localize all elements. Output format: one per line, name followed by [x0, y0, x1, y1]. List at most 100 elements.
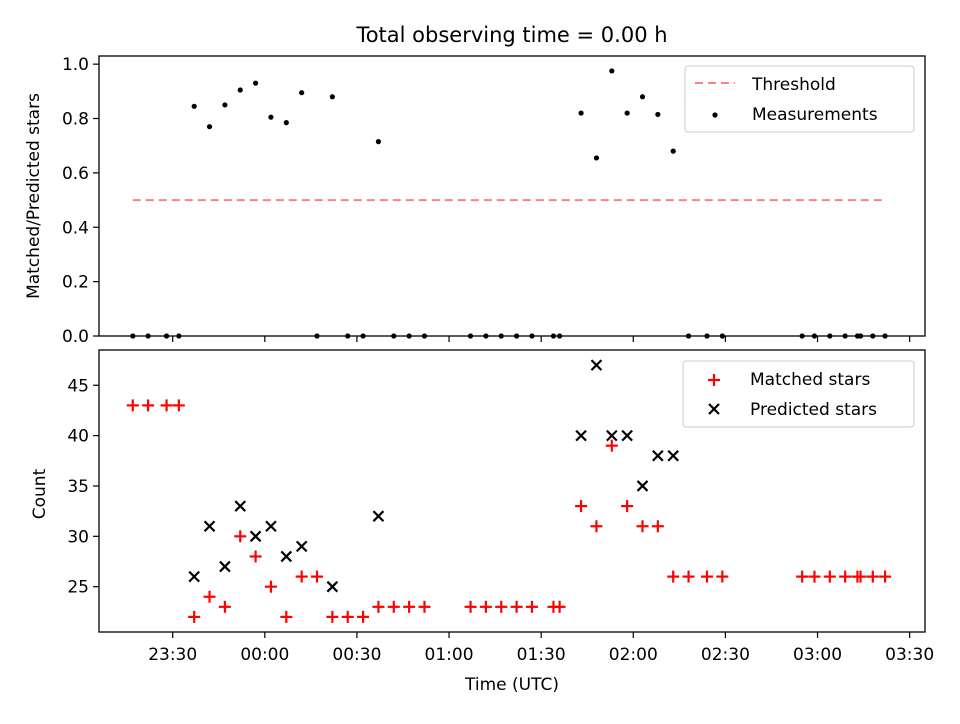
measurement-point: [345, 333, 351, 339]
matched-star-point: [879, 570, 892, 583]
measurement-point: [811, 333, 818, 339]
matched-star-point: [495, 600, 508, 613]
matched-star-point: [387, 600, 400, 613]
legend-predicted-swatch: [708, 403, 720, 415]
bottom-y-ticks: 25 30 35 40 45: [67, 376, 99, 598]
top-x-ticks: [172, 336, 911, 342]
matched-star-point: [636, 520, 649, 533]
count-points: [126, 359, 892, 623]
legend-matched-label: Matched stars: [750, 370, 870, 390]
measurement-point: [870, 333, 876, 339]
measurement-point: [639, 94, 646, 100]
predicted-star-point: [295, 540, 308, 553]
measurement-point: [206, 124, 213, 130]
matched-star-point: [218, 600, 231, 613]
bottom-x-tick-label: 01:00: [425, 645, 474, 665]
top-y-tick-label: 0.6: [62, 164, 89, 184]
top-panel: Matched/Predicted stars 0.0 0.2 0.4 0.6 0.8 1…: [24, 55, 926, 347]
measurement-point: [593, 155, 600, 161]
matched-star-point: [172, 399, 185, 412]
measurement-point: [283, 120, 289, 126]
bottom-x-ticks: 23:30 00:00 00:30 01:00 01:30 02:00 02:30 03:00…: [148, 632, 934, 665]
measurement-point: [827, 333, 833, 339]
measurement-point: [391, 333, 397, 339]
predicted-star-point: [667, 449, 679, 462]
measurement-point: [529, 333, 535, 339]
matched-star-point: [249, 550, 262, 563]
top-legend-box: [684, 65, 915, 133]
measurement-point: [163, 333, 170, 339]
bottom-panel-frame: [98, 349, 926, 633]
predicted-star-point: [606, 429, 618, 442]
matched-star-point: [372, 600, 385, 613]
matched-star-point: [464, 600, 477, 613]
measurement-point: [719, 333, 725, 339]
matched-star-point: [716, 570, 729, 583]
bottom-legend-box: [682, 360, 915, 428]
measurement-point: [191, 103, 197, 109]
chart-title: Total observing time = 0.00 h: [355, 23, 667, 47]
matched-star-point: [590, 520, 603, 533]
top-y-tick-label: 1.0: [62, 55, 89, 75]
legend-predicted-label: Predicted stars: [750, 400, 877, 420]
measurement-point: [882, 333, 888, 339]
matched-star-point: [575, 500, 588, 513]
matched-star-point: [264, 580, 277, 593]
measurement-point: [467, 333, 474, 339]
measurement-point: [498, 333, 504, 339]
predicted-star-point: [372, 510, 385, 522]
measurement-point: [550, 333, 557, 339]
measurement-point: [375, 139, 382, 145]
predicted-star-point: [249, 530, 262, 543]
measurement-point: [670, 148, 676, 154]
bottom-x-axis-label: Time (UTC): [464, 675, 559, 695]
matched-star-point: [839, 570, 852, 583]
measurement-point: [842, 333, 848, 339]
predicted-star-point: [234, 500, 247, 512]
matched-star-point: [280, 610, 293, 623]
bottom-x-tick-label: 02:00: [609, 645, 658, 665]
bottom-x-tick-label: 00:30: [332, 645, 381, 665]
top-y-tick-label: 0.2: [62, 273, 89, 293]
matched-star-point: [403, 600, 416, 613]
bottom-x-tick-label: 02:30: [701, 645, 750, 665]
measurement-point: [406, 333, 412, 339]
top-y-tick-label: 0.0: [62, 327, 89, 347]
bottom-y-axis-label: Count: [30, 468, 50, 519]
matched-star-point: [605, 439, 618, 452]
measurement-point: [685, 333, 692, 339]
top-y-tick-label: 0.4: [62, 218, 89, 238]
measurement-point: [314, 333, 320, 339]
legend-threshold-label: Threshold: [751, 75, 836, 95]
bottom-y-tick-label: 25: [67, 578, 89, 598]
measurement-points: [130, 68, 888, 339]
top-panel-frame: [98, 55, 926, 337]
bottom-x-tick-label: 03:30: [885, 645, 934, 665]
predicted-star-point: [265, 520, 277, 533]
matched-star-point: [525, 600, 538, 613]
measurement-point: [556, 333, 563, 339]
matched-star-point: [188, 610, 201, 623]
predicted-star-point: [575, 429, 587, 442]
matched-star-point: [510, 600, 523, 613]
bottom-x-tick-label: 00:00: [240, 645, 289, 665]
matched-star-point: [203, 590, 216, 603]
measurement-point: [704, 333, 710, 339]
matched-star-point: [357, 610, 370, 623]
measurement-point: [655, 111, 661, 118]
measurement-point: [483, 333, 489, 339]
matched-star-point: [621, 500, 634, 513]
measurement-point: [299, 90, 305, 96]
measurement-point: [222, 102, 228, 108]
predicted-star-point: [203, 520, 216, 533]
matched-star-point: [142, 399, 155, 412]
matched-star-point: [126, 399, 139, 412]
measurement-point: [857, 333, 864, 339]
matched-star-point: [234, 530, 247, 543]
top-y-ticks: 0.0 0.2 0.4 0.6 0.8 1.0: [62, 55, 99, 347]
matched-star-point: [326, 610, 339, 623]
matched-star-point: [796, 570, 809, 583]
measurement-point: [578, 110, 584, 116]
measurement-point: [514, 333, 520, 339]
measurement-point: [624, 110, 630, 116]
